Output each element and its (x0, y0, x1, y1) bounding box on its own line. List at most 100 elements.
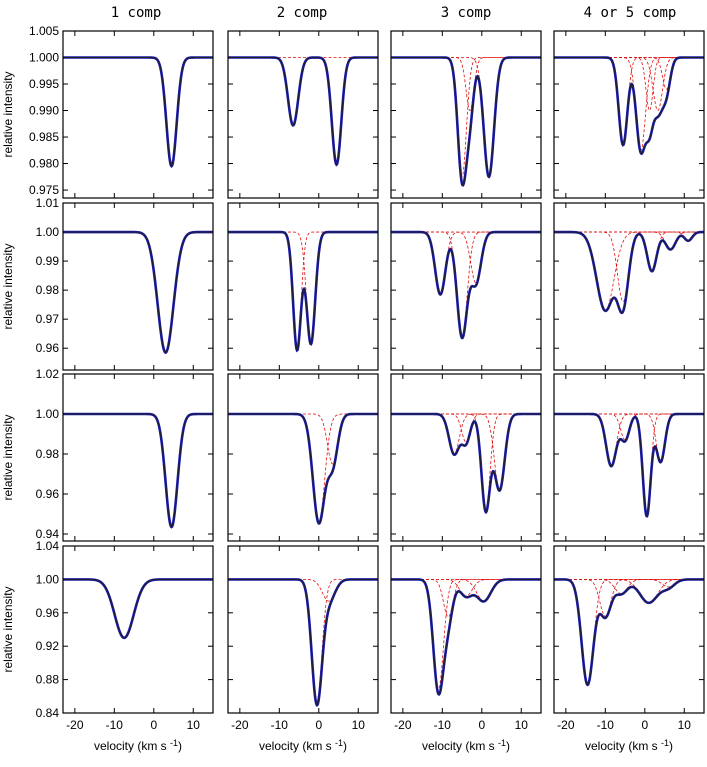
panel-r4-c2 (227, 545, 379, 714)
component-profile-2 (228, 413, 378, 465)
observed-profile (554, 412, 704, 518)
column-title-1: 1 comp (111, 5, 162, 21)
y-tick-label: 1.00 (36, 407, 60, 421)
panel-frame (390, 30, 542, 199)
component-profile-1 (63, 231, 213, 353)
observed-profile (391, 230, 541, 340)
fit-profile (391, 413, 541, 513)
y-axis-title: relative intensity (1, 586, 15, 672)
fit-profile (554, 413, 704, 517)
component-profile-1 (391, 413, 541, 455)
component-profile-2 (391, 413, 541, 443)
panel-r2-c4 (553, 202, 705, 371)
y-tick-label: 1.01 (36, 196, 60, 210)
x-tick-label: -10 (271, 718, 289, 732)
panel-frame (553, 202, 705, 371)
panel-frame (390, 202, 542, 371)
panel-frame (390, 545, 542, 714)
fit-profile (63, 57, 213, 167)
x-tick-label: 0 (315, 718, 322, 732)
fit-profile (63, 231, 213, 354)
component-profile-1 (63, 579, 213, 639)
observed-profile (63, 230, 213, 354)
panel-r3-c3 (390, 373, 542, 542)
component-profile-1 (63, 57, 213, 167)
panel-r1-c1: 1.005 1.000 0.995 0.990 0.985 0.980 0.975 (29, 24, 214, 199)
y-tick-label: 0.88 (36, 673, 60, 687)
component-profile-1 (228, 413, 378, 523)
fit-profile (554, 231, 704, 314)
component-profile-2 (228, 231, 378, 345)
panel-frame (227, 545, 379, 714)
y-axis-title: relative intensity (1, 243, 15, 329)
component-profile-3 (391, 579, 541, 597)
fit-profile (228, 413, 378, 524)
panel-frame (553, 30, 705, 199)
component-profile-1 (228, 579, 378, 702)
x-tick-label: -20 (231, 718, 249, 732)
component-profile-4 (391, 413, 541, 491)
y-tick-label: 0.98 (36, 283, 60, 297)
y-axis-title: relative intensity (1, 71, 15, 157)
y-axis-labels: relative intensity relative intensity rela… (1, 71, 15, 672)
component-profile-1 (554, 413, 704, 467)
component-profile-3 (391, 231, 541, 284)
panel-r3-c2 (227, 373, 379, 542)
panel-r4-c1: 1.04 1.00 0.96 0.92 0.88 0.84 (36, 539, 214, 720)
panel-frame (62, 373, 214, 542)
x-axis-area: -20 -10 0 10 velocity (km s -1) -20 -10 0 10 velo… (66, 718, 691, 753)
y-tick-label: 0.99 (36, 254, 60, 268)
component-profile-5 (554, 579, 704, 588)
x-tick-label: 10 (352, 718, 366, 732)
y-tick-label: 0.96 (36, 341, 60, 355)
component-profile-4 (554, 413, 704, 463)
y-tick-label: 1.02 (36, 367, 60, 381)
fit-profile (228, 231, 378, 352)
y-tick-label: 0.94 (36, 527, 60, 541)
y-tick-label: 1.00 (36, 572, 60, 586)
panel-frame (553, 373, 705, 542)
panel-r2-c3 (390, 202, 542, 371)
fit-profile (554, 57, 704, 155)
y-tick-label: 0.98 (36, 447, 60, 461)
y-tick-label: 0.975 (29, 183, 59, 197)
fit-profile (63, 578, 213, 639)
y-tick-label: 1.00 (36, 225, 60, 239)
fit-profile (63, 413, 213, 528)
y-tick-label: 0.985 (29, 130, 59, 144)
panel-r2-c2 (227, 202, 379, 371)
y-axis-title: relative intensity (1, 414, 15, 500)
fit-profile (228, 57, 378, 166)
component-profile-1 (391, 231, 541, 295)
panel-r3-c4 (553, 373, 705, 542)
panel-r1-c4 (553, 30, 705, 199)
x-tick-label: -10 (597, 718, 615, 732)
column-title-4: 4 or 5 comp (584, 5, 677, 21)
x-tick-label: -20 (66, 718, 84, 732)
column-title-2: 2 comp (277, 5, 328, 21)
panel-frame (62, 30, 214, 199)
panel-frame (62, 202, 214, 371)
observed-profile (63, 412, 213, 529)
y-tick-label: 0.990 (29, 104, 59, 118)
x-tick-label: -20 (557, 718, 575, 732)
panel-r2-c1: 1.01 1.00 0.99 0.98 0.97 0.96 (36, 196, 214, 371)
panel-r1-c3 (390, 30, 542, 199)
panel-r4-c4 (553, 545, 705, 714)
column-titles: 1 comp 2 comp 3 comp 4 or 5 comp (111, 5, 677, 21)
fit-profile (228, 578, 378, 706)
y-tick-label: 0.980 (29, 157, 59, 171)
panel-r3-c1: 1.02 1.00 0.98 0.96 0.94 (36, 367, 214, 542)
fit-profile (391, 57, 541, 186)
panel-frame (227, 202, 379, 371)
panel-frame (227, 30, 379, 199)
component-profile-2 (391, 57, 541, 112)
y-tick-label: 0.84 (36, 706, 60, 720)
x-axis-title: velocity (km s -1) (94, 738, 182, 753)
panel-frame (553, 545, 705, 714)
observed-profile (554, 56, 704, 156)
x-axis-title: velocity (km s -1) (585, 738, 673, 753)
x-axis-title: velocity (km s -1) (259, 738, 347, 753)
x-tick-label: -10 (434, 718, 452, 732)
